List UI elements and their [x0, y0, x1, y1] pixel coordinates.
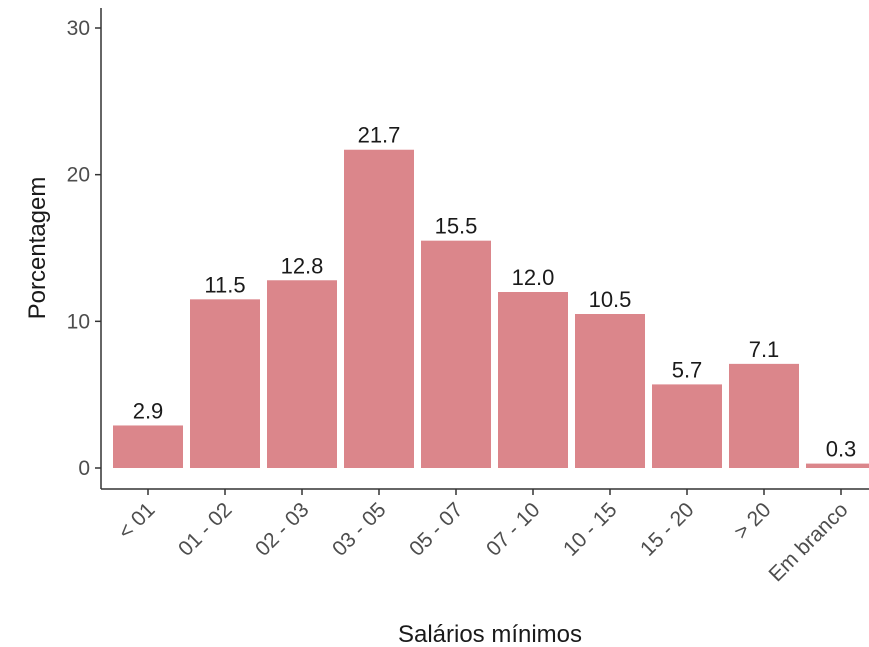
bar — [652, 384, 722, 468]
y-axis-ticks: 0 10 20 30 — [67, 17, 101, 480]
bar-value-label: 10.5 — [589, 287, 632, 312]
bar — [421, 240, 491, 468]
y-axis-title: Porcentagem — [24, 177, 51, 320]
x-tick-label: > 20 — [730, 498, 776, 544]
x-tick-label: 01 - 02 — [174, 498, 237, 561]
x-tick-label: 05 - 07 — [405, 498, 468, 561]
x-tick-label: < 01 — [114, 498, 160, 544]
bar — [267, 280, 337, 468]
y-tick-label: 10 — [67, 310, 90, 333]
bar — [575, 314, 645, 468]
value-labels-group: 2.9 11.5 12.8 21.7 15.5 12.0 10.5 5.7 7.1 0.3 — [133, 123, 857, 462]
bar — [113, 425, 183, 468]
bar-value-label: 12.8 — [281, 253, 324, 278]
bar — [190, 299, 260, 468]
bar — [729, 363, 799, 468]
bar-value-label: 5.7 — [672, 357, 703, 382]
bar-value-label: 12.0 — [512, 265, 555, 290]
bar-value-label: 21.7 — [358, 123, 401, 148]
bar-value-label: 7.1 — [749, 337, 780, 362]
x-tick-label: Em branco — [764, 498, 852, 586]
y-tick-label: 0 — [78, 457, 90, 480]
bar-value-label: 2.9 — [133, 398, 164, 423]
x-tick-label: 15 - 20 — [636, 498, 699, 561]
bar-value-label: 15.5 — [435, 214, 478, 239]
bar — [344, 149, 414, 468]
x-tick-label: 02 - 03 — [251, 498, 314, 561]
bar-value-label: 0.3 — [826, 437, 857, 462]
x-tick-label: 03 - 05 — [328, 498, 391, 561]
bar-value-label: 11.5 — [204, 272, 245, 297]
y-tick-label: 20 — [67, 164, 90, 187]
x-tick-label: 10 - 15 — [559, 498, 622, 561]
y-tick-label: 30 — [67, 17, 90, 40]
bar — [498, 292, 568, 468]
bar — [806, 463, 869, 468]
bars-group — [113, 149, 869, 468]
x-tick-label: 07 - 10 — [482, 498, 545, 561]
x-axis-title: Salários mínimos — [398, 621, 582, 647]
x-axis-ticks: < 01 01 - 02 02 - 03 03 - 05 05 - 07 07 - 10 1… — [114, 489, 853, 586]
